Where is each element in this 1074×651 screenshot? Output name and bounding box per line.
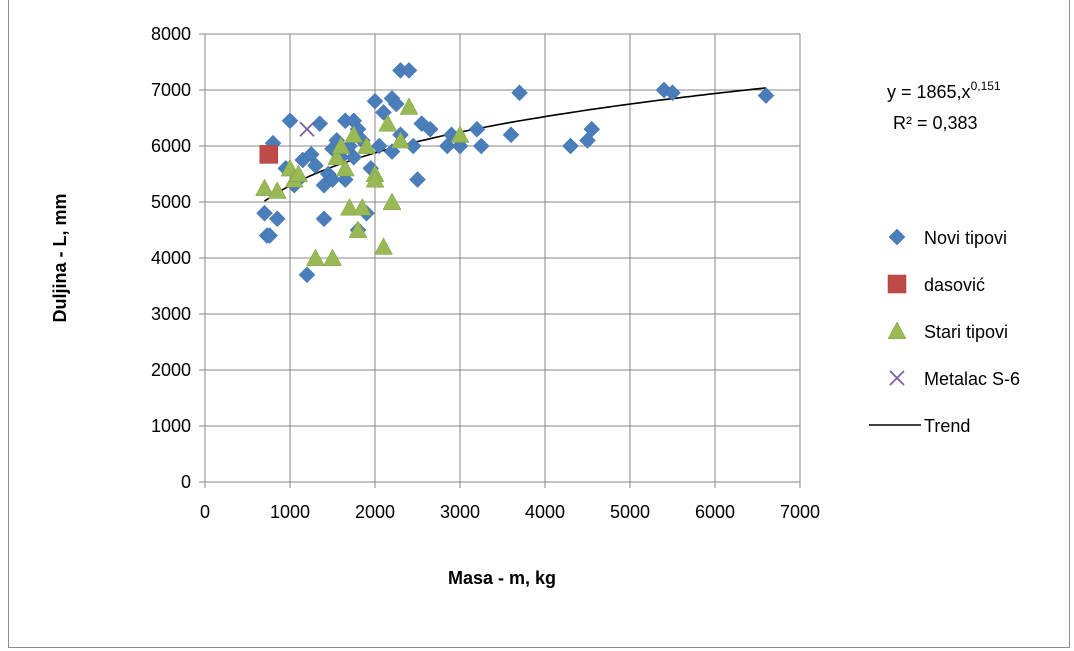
- data-point: [261, 227, 278, 244]
- data-point: [268, 210, 286, 228]
- legend-label: Trend: [924, 416, 970, 436]
- y-tick-label: 0: [181, 472, 191, 492]
- legend-label: dasović: [924, 275, 985, 295]
- data-point: [400, 62, 418, 79]
- data-point: [472, 137, 490, 155]
- x-tick-label: 4000: [525, 502, 565, 522]
- legend-marker: [888, 228, 906, 246]
- legend-marker: [887, 321, 907, 339]
- data-point: [409, 171, 426, 188]
- trend-equation: y = 1865,x0,151 R² = 0,383: [887, 79, 1001, 133]
- y-tick-label: 8000: [151, 24, 191, 44]
- data-point: [344, 125, 364, 143]
- legend-label: Metalac S-6: [924, 369, 1020, 389]
- chart-frame: [8, 0, 1070, 648]
- y-tick-label: 3000: [151, 304, 191, 324]
- legend-marker: [887, 274, 907, 294]
- legend-item: Metalac S-6: [889, 369, 1020, 389]
- legend-marker: [889, 370, 905, 386]
- data-point: [331, 136, 351, 154]
- grid-lines: [204, 33, 801, 483]
- trend-equation-base: y = 1865,x: [887, 82, 971, 102]
- legend-label: Novi tipovi: [924, 228, 1007, 248]
- data-point: [352, 198, 372, 216]
- legend-item: dasović: [887, 274, 985, 295]
- x-tick-label: 1000: [270, 502, 310, 522]
- x-axis-title: Masa - m, kg: [448, 568, 556, 588]
- data-point: [664, 84, 681, 102]
- trend-equation-exponent: 0,151: [971, 79, 1001, 93]
- data-point: [340, 198, 359, 216]
- x-tick-label: 3000: [440, 502, 480, 522]
- data-point: [421, 120, 439, 138]
- legend: Novi tipovi dasović Stari tipovi Metalac S-…: [869, 228, 1020, 436]
- data-point: [365, 170, 385, 188]
- trend-line: [264, 87, 767, 202]
- data-point: [311, 115, 329, 132]
- data-point: [511, 84, 528, 102]
- y-tick-label: 2000: [151, 360, 191, 380]
- data-point: [404, 137, 422, 155]
- data-point: [450, 125, 470, 143]
- trend-equation-r2: R² = 0,383: [893, 113, 978, 133]
- data-point: [757, 87, 775, 104]
- data-point: [267, 181, 287, 199]
- legend-item: Stari tipovi: [887, 321, 1008, 342]
- data-point: [315, 210, 333, 228]
- legend-item: Novi tipovi: [888, 228, 1007, 248]
- x-tick-label: 7000: [780, 502, 820, 522]
- data-point: [255, 178, 274, 196]
- x-tick-label: 2000: [355, 502, 395, 522]
- data-point: [357, 136, 376, 154]
- axes: [199, 33, 801, 488]
- y-tick-label: 7000: [151, 80, 191, 100]
- x-tick-label: 5000: [610, 502, 650, 522]
- data-point: [327, 147, 347, 166]
- data-point: [387, 95, 405, 113]
- data-point: [335, 158, 355, 177]
- y-tick-label: 5000: [151, 192, 191, 212]
- data-point: [399, 97, 419, 115]
- x-tick-label: 6000: [695, 502, 735, 522]
- legend-label: Stari tipovi: [924, 322, 1008, 342]
- data-point: [502, 126, 520, 144]
- data-point: [307, 157, 324, 174]
- x-tick-label: 0: [200, 502, 210, 522]
- data-point: [562, 137, 579, 155]
- data-point: [323, 248, 342, 266]
- trend-equation-formula: y = 1865,x0,151: [887, 79, 1001, 102]
- y-tick-label: 4000: [151, 248, 191, 268]
- y-axis-title: Duljina - L, mm: [50, 193, 70, 322]
- data-point: [259, 145, 278, 164]
- data-point: [298, 266, 316, 284]
- data-point: [281, 112, 299, 130]
- tick-labels: 0 1000 2000 3000 4000 5000 6000 7000 8000 0 1000 20…: [151, 24, 820, 522]
- data-point: [468, 120, 486, 138]
- data-point: [256, 204, 273, 222]
- data-point: [583, 120, 601, 138]
- data-point: [370, 137, 388, 155]
- data-point: [299, 121, 315, 137]
- data-point: [391, 130, 410, 149]
- legend-item: Trend: [869, 416, 970, 436]
- data-point: [413, 115, 431, 132]
- data-point: [289, 164, 308, 182]
- data-markers: [255, 62, 775, 284]
- trend-layer: [264, 87, 767, 202]
- data-point: [378, 114, 398, 132]
- data-point: [348, 220, 368, 238]
- data-point: [366, 92, 384, 110]
- y-tick-label: 6000: [151, 136, 191, 156]
- data-point: [306, 248, 325, 266]
- data-point: [382, 192, 402, 210]
- y-tick-label: 1000: [151, 416, 191, 436]
- data-point: [374, 237, 393, 255]
